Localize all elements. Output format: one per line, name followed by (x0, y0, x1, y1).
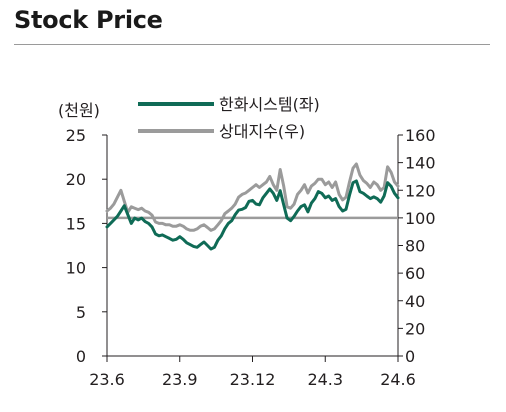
series-line-hanwha (105, 179, 400, 251)
y-right-tick-label: 20 (405, 319, 425, 338)
y-left-tick-label: 15 (66, 214, 86, 233)
y-left-tick-label: 20 (66, 170, 86, 189)
x-tick-label: 23.9 (162, 370, 198, 389)
y-left-axis-label: (천원) (58, 101, 100, 120)
y-right-tick-label: 100 (405, 209, 436, 228)
x-tick-label: 24.3 (307, 370, 343, 389)
x-tick-label: 24.6 (380, 370, 416, 389)
y-left-tick-label: 0 (76, 347, 86, 366)
legend: 한화시스템(좌) 상대지수(우) (138, 95, 320, 141)
x-tick-label: 23.12 (230, 370, 276, 389)
y-right-tick-label: 0 (405, 347, 415, 366)
y-right-tick-label: 80 (405, 237, 425, 256)
y-right-tick-label: 160 (405, 126, 436, 145)
legend-label-hanwha: 한화시스템(좌) (219, 95, 320, 114)
y-right-tick-label: 40 (405, 292, 425, 311)
y-left-tick-label: 10 (66, 259, 86, 278)
page-title: Stock Price (14, 6, 163, 34)
legend-label-relative-index: 상대지수(우) (219, 122, 305, 141)
y-right-tick-label: 120 (405, 181, 436, 200)
y-left-tick-label: 25 (66, 126, 86, 145)
y-right-tick-label: 140 (405, 154, 436, 173)
y-left-tick-label: 5 (76, 303, 86, 322)
title-divider (14, 44, 490, 45)
series-layer (105, 162, 400, 251)
x-tick-label: 23.6 (89, 370, 125, 389)
y-right-tick-label: 60 (405, 264, 425, 283)
series-line-relative-index (105, 162, 400, 232)
